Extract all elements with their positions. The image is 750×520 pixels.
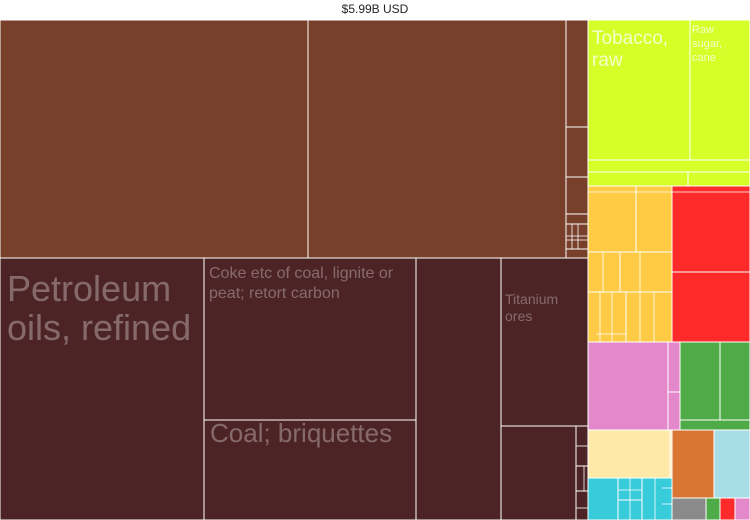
treemap-tile-vegetable xyxy=(587,171,689,187)
treemap-tile-mineral xyxy=(565,223,589,250)
treemap-tile-mineral xyxy=(565,176,589,215)
treemap-tile-animal xyxy=(719,497,736,520)
treemap-tile-stone xyxy=(587,477,619,520)
treemap-tile-fuel xyxy=(203,419,417,520)
treemap-tile-fuel xyxy=(575,465,589,492)
treemap-tile-transport xyxy=(713,429,750,499)
tile-label-line: Coal; briquettes xyxy=(210,418,392,448)
tile-label-line: sugar, xyxy=(692,38,722,50)
tile-label-coke: Coke etc of coal, lignite or peat; retor… xyxy=(209,265,398,302)
treemap-tile-fuel xyxy=(203,257,417,421)
treemap-tile-chemical xyxy=(667,391,681,431)
treemap-tile-fuel xyxy=(575,490,589,520)
treemap-tile-chemical xyxy=(587,341,669,431)
chart-title: $5.99B USD xyxy=(341,2,409,16)
tile-label-line: ores xyxy=(505,308,532,324)
tile-label-line: cane xyxy=(692,52,716,64)
tile-label-raw-sugar-cane: Raw sugar, cane xyxy=(692,24,725,64)
treemap-tile-fuel xyxy=(415,257,502,520)
treemap-tile-metal xyxy=(679,341,721,421)
treemap-tile-foodstuff xyxy=(587,185,637,253)
tile-label-line: peat; retort carbon xyxy=(209,285,340,302)
treemap-tile-stone xyxy=(641,477,673,520)
tile-label-line: Raw xyxy=(692,24,714,36)
treemap-tile-mineral xyxy=(565,213,589,225)
tile-label-coal-briquettes: Coal; briquettes xyxy=(210,418,392,448)
treemap-tile-fuel xyxy=(0,257,205,520)
tile-label-tobacco-raw: Tobacco, raw xyxy=(592,28,673,71)
treemap-tile-fuel xyxy=(500,257,589,427)
treemap-tile-foodstuff xyxy=(619,251,673,293)
tile-label-line: Coke etc of coal, lignite or xyxy=(209,265,394,282)
treemap-tile-vegetable xyxy=(687,171,750,187)
treemap-tile-mineral xyxy=(565,20,589,128)
treemap-tile-mineral xyxy=(0,20,309,287)
treemap-tile-animal xyxy=(671,271,750,343)
tile-label-line: oils, refined xyxy=(7,307,191,348)
treemap-chart: Petroleum oils, refined Coke etc of coal… xyxy=(0,20,750,520)
treemap-tile-foodstuff xyxy=(625,291,673,343)
treemap-tile-metal xyxy=(679,419,750,431)
treemap-tile-metal xyxy=(719,341,750,421)
treemap-tile-vegetable xyxy=(587,159,750,173)
treemap-tile-chemical xyxy=(734,497,750,520)
treemap-tile-textile xyxy=(587,429,671,479)
treemap-tile-mineral xyxy=(565,126,589,178)
treemap-tile-foodstuff xyxy=(587,251,621,293)
treemap-tile-mineral xyxy=(307,20,567,287)
treemap-tile-misc xyxy=(671,497,707,520)
treemap-tile-machinery xyxy=(671,429,715,499)
treemap-tile-foodstuff xyxy=(635,185,673,253)
tile-label-titanium-ores: Titanium ores xyxy=(505,291,562,324)
tile-label-line: Petroleum xyxy=(7,268,171,309)
treemap-tile-fuel xyxy=(500,425,577,520)
tile-label-line: raw xyxy=(592,50,623,71)
tile-label-line: Titanium xyxy=(505,291,558,307)
tile-label-line: Tobacco, xyxy=(592,28,668,49)
treemap-tile-metal xyxy=(705,497,721,520)
tile-label-petroleum-oils-refined: Petroleum oils, refined xyxy=(7,268,191,348)
treemap-tile-chemical xyxy=(667,341,681,393)
treemap-tile-animal xyxy=(671,185,750,273)
treemap-tile-foodstuff xyxy=(587,291,627,343)
treemap-tile-vegetable xyxy=(587,20,691,161)
